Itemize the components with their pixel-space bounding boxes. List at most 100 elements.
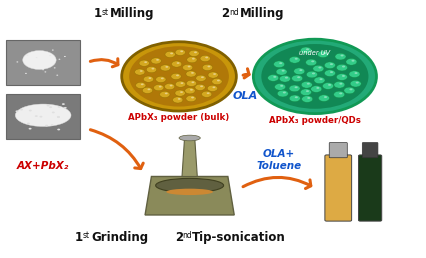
Text: 2: 2 (222, 7, 230, 20)
Circle shape (172, 61, 182, 67)
Circle shape (306, 48, 309, 50)
Circle shape (307, 97, 310, 99)
Polygon shape (145, 176, 234, 215)
Ellipse shape (49, 106, 52, 108)
Circle shape (147, 88, 150, 90)
Ellipse shape (15, 104, 71, 126)
Circle shape (122, 42, 236, 111)
Circle shape (282, 70, 285, 72)
Circle shape (205, 57, 208, 58)
Circle shape (342, 75, 345, 77)
Circle shape (175, 90, 185, 96)
Circle shape (135, 82, 146, 88)
Circle shape (196, 75, 206, 81)
Ellipse shape (54, 67, 56, 68)
Circle shape (188, 66, 190, 67)
Ellipse shape (20, 109, 23, 110)
Circle shape (320, 78, 322, 80)
Circle shape (142, 87, 153, 93)
Text: Grinding: Grinding (91, 231, 148, 244)
Circle shape (268, 75, 279, 81)
FancyBboxPatch shape (359, 155, 382, 221)
Circle shape (129, 46, 229, 107)
Text: 1: 1 (94, 7, 102, 20)
FancyBboxPatch shape (325, 155, 351, 221)
Text: st: st (102, 8, 109, 17)
Ellipse shape (56, 75, 58, 76)
FancyBboxPatch shape (329, 143, 347, 158)
Circle shape (318, 67, 322, 68)
Text: OLA+
Toluene: OLA+ Toluene (256, 149, 301, 171)
Text: nd: nd (182, 231, 192, 240)
Circle shape (273, 61, 285, 68)
Circle shape (217, 80, 220, 82)
Circle shape (160, 65, 170, 71)
Circle shape (299, 69, 302, 71)
Ellipse shape (36, 57, 37, 58)
Ellipse shape (46, 105, 49, 107)
Text: APbX₃ powder (bulk): APbX₃ powder (bulk) (128, 113, 230, 122)
Circle shape (311, 60, 314, 62)
Circle shape (156, 76, 166, 83)
Ellipse shape (44, 71, 46, 72)
Circle shape (323, 52, 326, 54)
Text: nd: nd (229, 8, 239, 17)
Circle shape (349, 88, 353, 90)
Circle shape (318, 95, 329, 101)
Circle shape (305, 59, 317, 66)
Circle shape (186, 71, 196, 77)
FancyBboxPatch shape (6, 94, 81, 139)
Circle shape (208, 72, 218, 78)
Text: Milling: Milling (240, 7, 284, 20)
Circle shape (340, 83, 343, 85)
Ellipse shape (25, 73, 27, 74)
Circle shape (160, 91, 170, 98)
Circle shape (313, 65, 324, 72)
Text: APbX₃ powder/QDs: APbX₃ powder/QDs (269, 116, 361, 125)
Ellipse shape (64, 56, 66, 57)
Circle shape (141, 84, 144, 85)
Circle shape (307, 83, 310, 85)
Text: Tip-sonication: Tip-sonication (192, 231, 285, 244)
Circle shape (312, 72, 315, 74)
Ellipse shape (52, 111, 55, 113)
Ellipse shape (27, 123, 30, 124)
Circle shape (161, 78, 164, 79)
Circle shape (306, 90, 309, 92)
FancyBboxPatch shape (362, 143, 378, 158)
Ellipse shape (23, 51, 56, 69)
Circle shape (325, 70, 336, 77)
FancyBboxPatch shape (6, 40, 81, 85)
Polygon shape (182, 138, 197, 176)
Circle shape (164, 83, 175, 90)
Circle shape (170, 53, 173, 54)
Circle shape (334, 82, 345, 88)
Circle shape (149, 77, 151, 79)
Circle shape (314, 77, 325, 84)
Circle shape (330, 71, 333, 73)
Circle shape (180, 51, 183, 52)
Circle shape (207, 66, 210, 67)
Circle shape (350, 80, 361, 87)
Circle shape (187, 57, 197, 63)
Circle shape (191, 97, 194, 99)
Circle shape (171, 73, 181, 79)
Circle shape (328, 84, 331, 86)
Circle shape (207, 92, 210, 94)
Circle shape (337, 64, 348, 71)
Ellipse shape (45, 125, 48, 126)
Circle shape (178, 98, 181, 100)
Ellipse shape (62, 103, 65, 105)
Circle shape (292, 75, 303, 82)
Circle shape (346, 59, 357, 65)
Circle shape (277, 90, 288, 97)
Circle shape (261, 44, 368, 109)
Circle shape (351, 60, 354, 62)
Circle shape (159, 86, 161, 87)
Circle shape (342, 66, 345, 68)
Text: under UV: under UV (299, 50, 331, 56)
Circle shape (283, 92, 286, 93)
Circle shape (173, 97, 183, 103)
Ellipse shape (35, 115, 38, 117)
Circle shape (200, 55, 210, 62)
